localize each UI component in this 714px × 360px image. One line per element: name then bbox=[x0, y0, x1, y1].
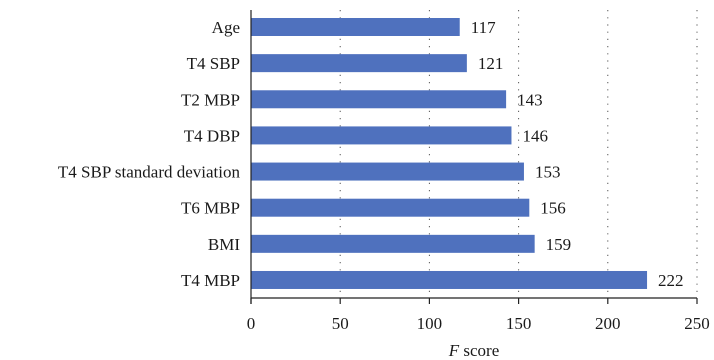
category-label: T4 SBP standard deviation bbox=[58, 163, 241, 182]
category-label: T4 MBP bbox=[181, 271, 240, 290]
bar bbox=[251, 126, 512, 145]
x-tick-label: 50 bbox=[332, 314, 349, 333]
value-label: 156 bbox=[540, 199, 566, 218]
value-labels: 117 121 143 146 153 156 159 222 bbox=[471, 18, 684, 290]
value-label: 159 bbox=[546, 235, 572, 254]
value-label: 117 bbox=[471, 18, 496, 37]
x-axis-title: F score bbox=[448, 341, 500, 360]
bar bbox=[251, 54, 467, 73]
x-tick-label: 150 bbox=[506, 314, 532, 333]
value-label: 222 bbox=[658, 271, 684, 290]
bar bbox=[251, 18, 460, 36]
category-label: Age bbox=[212, 18, 240, 37]
bar bbox=[251, 90, 507, 109]
category-label: T6 MBP bbox=[181, 199, 240, 218]
value-label: 153 bbox=[535, 163, 561, 182]
category-label: T4 DBP bbox=[184, 126, 240, 145]
bar bbox=[251, 162, 524, 181]
x-tick-label: 100 bbox=[417, 314, 443, 333]
axes bbox=[250, 10, 698, 304]
bar bbox=[251, 234, 535, 253]
category-label: T2 MBP bbox=[181, 90, 240, 109]
x-tick-labels: 0 50 100 150 200 250 bbox=[247, 314, 710, 333]
category-labels: Age T4 SBP T2 MBP T4 DBP T4 SBP standard dev… bbox=[58, 18, 241, 290]
bar bbox=[251, 270, 648, 289]
x-tick-label: 250 bbox=[684, 314, 710, 333]
bar bbox=[251, 198, 530, 217]
value-label: 143 bbox=[517, 90, 543, 109]
gridlines bbox=[339, 10, 698, 298]
value-label: 121 bbox=[478, 54, 504, 73]
category-label: T4 SBP bbox=[187, 54, 240, 73]
value-label: 146 bbox=[522, 126, 548, 145]
x-tick-label: 0 bbox=[247, 314, 256, 333]
x-tick-label: 200 bbox=[595, 314, 621, 333]
category-label: BMI bbox=[208, 235, 240, 254]
bars bbox=[251, 18, 648, 289]
